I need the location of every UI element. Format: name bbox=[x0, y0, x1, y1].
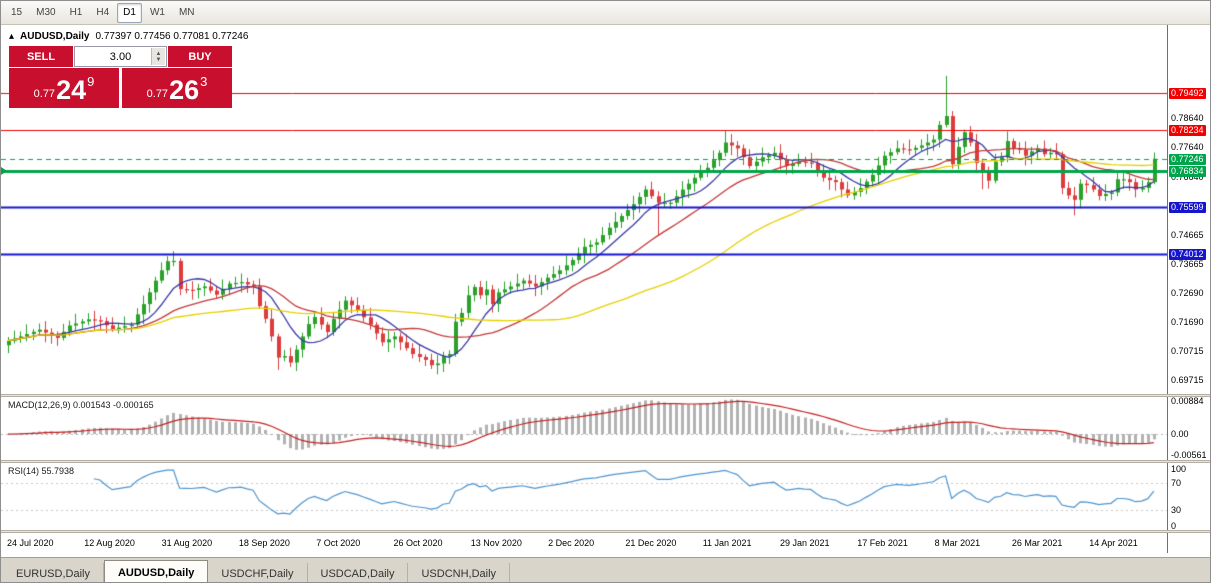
price-line-badge: 0.76834 bbox=[1169, 166, 1206, 177]
price-axis-label: 0.73665 bbox=[1171, 259, 1204, 269]
date-axis-label: 17 Feb 2021 bbox=[857, 538, 908, 548]
ohlc-values: 0.77397 0.77456 0.77081 0.77246 bbox=[95, 31, 249, 42]
price-line-badge: 0.75599 bbox=[1169, 202, 1206, 213]
chart-tab-audusd[interactable]: AUDUSD,Daily bbox=[103, 560, 209, 582]
panel-collapse-icon[interactable]: ▴ bbox=[9, 31, 15, 42]
rsi-indicator-label: RSI(14) 55.7938 bbox=[8, 466, 75, 476]
timeframe-button-h4[interactable]: H4 bbox=[96, 7, 110, 18]
lot-size-spinner[interactable]: ▲ ▼ bbox=[151, 48, 165, 65]
date-axis-label: 13 Nov 2020 bbox=[470, 538, 522, 548]
timeframe-button-h1[interactable]: H1 bbox=[69, 7, 83, 18]
time-axis[interactable]: 24 Jul 2020 12 Aug 2020 31 Aug 2020 18 Sep … bbox=[1, 533, 1167, 553]
rsi-indicator-chart[interactable] bbox=[1, 463, 1167, 530]
timeframe-button-m30[interactable]: M30 bbox=[36, 7, 56, 18]
price-axis-label: 0.71690 bbox=[1171, 317, 1204, 327]
trendline-anchor-icon bbox=[1, 166, 7, 175]
price-axis-label: 0.69715 bbox=[1171, 375, 1204, 385]
buy-button[interactable]: BUY bbox=[168, 46, 232, 67]
chart-tab-bar: EURUSD,Daily AUDUSD,Daily USDCHF,Daily USDC… bbox=[1, 557, 1210, 582]
rsi-axis-label: 70 bbox=[1171, 478, 1182, 488]
chart-tab-usdcad[interactable]: USDCAD,Daily bbox=[308, 563, 409, 582]
sell-button[interactable]: SELL bbox=[9, 46, 73, 67]
macd-indicator-chart[interactable] bbox=[1, 397, 1167, 460]
lot-size-value: 3.00 bbox=[109, 50, 132, 63]
date-axis-label: 2 Dec 2020 bbox=[548, 538, 595, 548]
timeframe-toolbar: 15 M30 H1 H4 D1 W1 MN bbox=[1, 1, 1210, 25]
price-divider bbox=[119, 68, 122, 108]
macd-axis-label: 0.00 bbox=[1171, 429, 1189, 439]
pane-splitter[interactable] bbox=[1, 530, 1210, 533]
chart-tab-usdchf[interactable]: USDCHF,Daily bbox=[208, 563, 308, 582]
macd-axis-label: -0.00561 bbox=[1171, 450, 1207, 460]
chart-title: ▴ AUDUSD,Daily 0.77397 0.77456 0.77081 0… bbox=[9, 31, 248, 42]
chart-tab-usdcnh[interactable]: USDCNH,Daily bbox=[408, 563, 511, 582]
buy-price-pipette: 3 bbox=[200, 74, 208, 89]
date-axis-label: 21 Dec 2020 bbox=[625, 538, 677, 548]
price-axis-label: 0.78640 bbox=[1171, 113, 1204, 123]
price-axis[interactable]: 0.78640 0.77640 0.76640 0.74665 0.73665 0.726… bbox=[1167, 25, 1210, 553]
lot-size-input[interactable]: 3.00 ▲ ▼ bbox=[74, 46, 167, 67]
date-axis-label: 24 Jul 2020 bbox=[7, 538, 54, 548]
one-click-trading-panel: SELL 3.00 ▲ ▼ BUY 0.77 24 9 0.77 26 3 bbox=[9, 46, 232, 108]
timeframe-button-mn[interactable]: MN bbox=[178, 7, 195, 18]
date-axis-label: 8 Mar 2021 bbox=[934, 538, 981, 548]
symbol-period-label: AUDUSD,Daily bbox=[20, 31, 90, 42]
date-axis-label: 26 Mar 2021 bbox=[1011, 538, 1063, 548]
sell-price-prefix: 0.77 bbox=[33, 88, 56, 100]
price-line-badge: 0.78234 bbox=[1169, 125, 1206, 136]
date-axis-label: 31 Aug 2020 bbox=[161, 538, 213, 548]
date-axis-label: 26 Oct 2020 bbox=[393, 538, 443, 548]
sell-price-big-digits: 24 bbox=[56, 75, 87, 105]
macd-axis-label: 0.00884 bbox=[1171, 396, 1204, 406]
price-axis-label: 0.72690 bbox=[1171, 288, 1204, 298]
date-axis-label: 18 Sep 2020 bbox=[238, 538, 290, 548]
timeframe-button-d1[interactable]: D1 bbox=[117, 2, 142, 23]
pane-splitter[interactable] bbox=[1, 460, 1210, 463]
timeframe-button-15[interactable]: 15 bbox=[11, 7, 23, 18]
date-axis-label: 11 Jan 2021 bbox=[702, 538, 752, 548]
sell-price-display[interactable]: 0.77 24 9 bbox=[9, 68, 119, 108]
price-axis-label: 0.70715 bbox=[1171, 346, 1204, 356]
spinner-down-icon[interactable]: ▼ bbox=[155, 56, 162, 63]
buy-price-prefix: 0.77 bbox=[146, 88, 169, 100]
price-line-badge: 0.74012 bbox=[1169, 249, 1206, 260]
sell-price-pipette: 9 bbox=[87, 74, 95, 89]
date-axis-label: 14 Apr 2021 bbox=[1089, 538, 1138, 548]
chart-tab-eurusd[interactable]: EURUSD,Daily bbox=[3, 563, 104, 582]
date-axis-label: 12 Aug 2020 bbox=[84, 538, 135, 548]
rsi-axis-label: 100 bbox=[1171, 464, 1187, 474]
pane-splitter[interactable] bbox=[1, 394, 1210, 397]
price-axis-label: 0.77640 bbox=[1171, 142, 1204, 152]
timeframe-button-w1[interactable]: W1 bbox=[149, 7, 165, 18]
price-axis-label: 0.76640 bbox=[1171, 172, 1204, 182]
price-axis-label: 0.74665 bbox=[1171, 230, 1204, 240]
spinner-up-icon[interactable]: ▲ bbox=[155, 50, 162, 57]
rsi-axis-label: 0 bbox=[1171, 521, 1177, 531]
buy-price-display[interactable]: 0.77 26 3 bbox=[122, 68, 232, 108]
date-axis-label: 7 Oct 2020 bbox=[316, 538, 361, 548]
current-price-badge: 0.77246 bbox=[1169, 154, 1206, 165]
buy-price-big-digits: 26 bbox=[169, 75, 200, 105]
macd-indicator-label: MACD(12,26,9) 0.001543 -0.000165 bbox=[8, 400, 154, 410]
rsi-axis-label: 30 bbox=[1171, 505, 1182, 515]
date-axis-label: 29 Jan 2021 bbox=[780, 538, 830, 548]
price-line-badge: 0.79492 bbox=[1169, 88, 1206, 99]
